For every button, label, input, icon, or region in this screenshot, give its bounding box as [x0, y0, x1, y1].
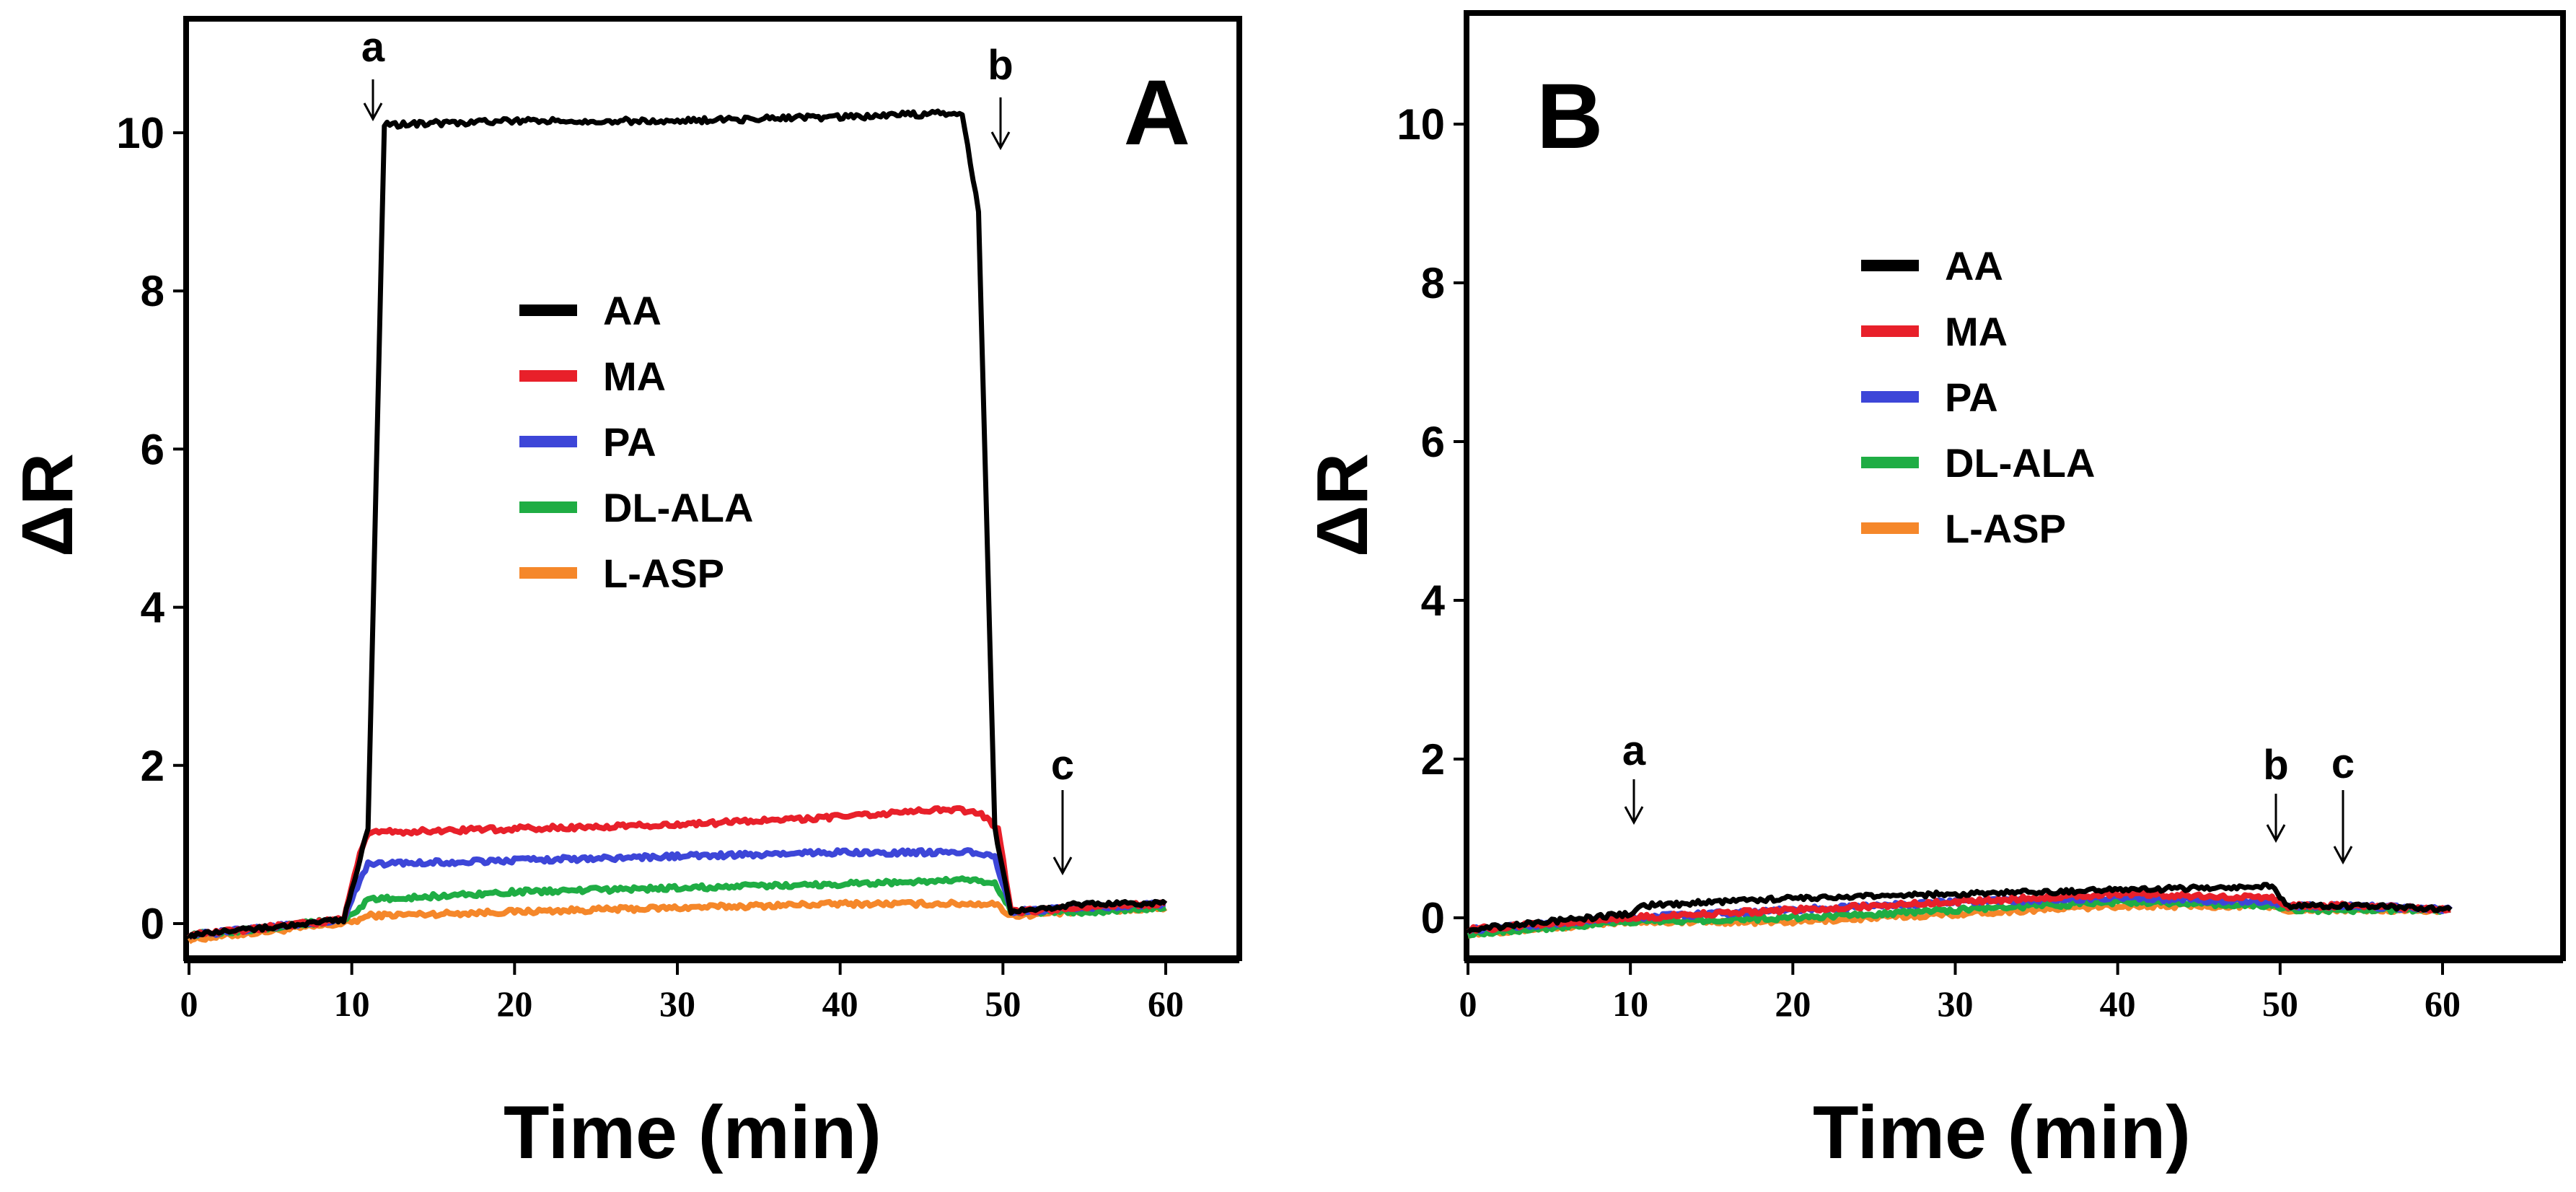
- x-tick-label: 60: [2425, 983, 2461, 1024]
- legend-label-aa: AA: [1945, 243, 2003, 289]
- annotation-arrowhead: [990, 131, 1011, 151]
- legend-label-l-asp: L-ASP: [1945, 506, 2066, 551]
- panel-letter: A: [1124, 61, 1190, 165]
- annotation-c: c: [1051, 742, 1074, 876]
- x-tick-label: 50: [985, 983, 1021, 1024]
- series-line-l-asp: [187, 898, 1168, 945]
- x-tick-label: 50: [2262, 983, 2298, 1024]
- y-tick-label: 0: [141, 900, 164, 948]
- y-tick-label: 10: [1397, 100, 1445, 149]
- x-axis-title: Time (min): [1813, 1091, 2191, 1175]
- y-tick-label: 6: [141, 425, 164, 473]
- annotation-arrowhead: [1052, 856, 1073, 876]
- legend-label-ma: MA: [1945, 309, 2008, 354]
- y-axis-title: ΔR: [1302, 453, 1383, 557]
- annotation-label: a: [361, 24, 385, 71]
- plot-frame: [1464, 10, 2566, 961]
- plot-frame: [183, 16, 1242, 961]
- annotation-label: b: [988, 42, 1013, 89]
- annotation-label: c: [1051, 742, 1074, 789]
- panel-letter: B: [1537, 65, 1603, 168]
- legend: AA MA PA DL-ALA L-ASP: [519, 288, 753, 596]
- y-tick-label: 4: [141, 584, 165, 632]
- annotation-label: c: [2331, 740, 2355, 787]
- legend-label-pa: PA: [1945, 374, 1998, 420]
- x-tick-label: 40: [2100, 983, 2136, 1024]
- legend-label-dl-ala: DL-ALA: [603, 485, 753, 530]
- legend-label-dl-ala: DL-ALA: [1945, 440, 2095, 486]
- annotation-arrowhead: [2333, 846, 2353, 865]
- annotation-arrowhead: [363, 102, 383, 122]
- y-axis-title: ΔR: [7, 453, 88, 557]
- annotation-c: c: [2331, 740, 2355, 865]
- annotation-a: a: [361, 24, 385, 122]
- series-line-dl-ala: [187, 875, 1167, 940]
- y-tick-label: 2: [141, 742, 164, 790]
- x-tick-label: 20: [1775, 983, 1811, 1024]
- series-line-pa: [187, 847, 1166, 940]
- legend-label-aa: AA: [603, 288, 661, 333]
- y-tick-label: 2: [1421, 735, 1445, 784]
- annotation-label: a: [1622, 727, 1646, 774]
- legend-label-l-asp: L-ASP: [603, 551, 724, 596]
- x-tick-label: 60: [1148, 983, 1184, 1024]
- legend: AA MA PA DL-ALA L-ASP: [1861, 243, 2095, 551]
- x-tick-label: 10: [334, 983, 370, 1024]
- annotation-arrowhead: [1624, 806, 1644, 825]
- x-tick-label: 10: [1612, 983, 1648, 1024]
- x-tick-label: 40: [822, 983, 858, 1024]
- x-tick-label: 0: [1459, 983, 1477, 1024]
- series-line-aa: [187, 108, 1168, 939]
- x-tick-label: 0: [180, 983, 198, 1024]
- legend-label-pa: PA: [603, 419, 656, 465]
- annotation-a: a: [1622, 727, 1646, 825]
- x-tick-label: 30: [659, 983, 695, 1024]
- annotation-label: b: [2263, 742, 2288, 789]
- legend-label-ma: MA: [603, 354, 666, 399]
- annotation-b: b: [2263, 742, 2289, 843]
- y-tick-label: 4: [1421, 577, 1446, 625]
- y-tick-label: 8: [1421, 259, 1445, 307]
- annotation-b: b: [988, 42, 1014, 151]
- annotation-arrowhead: [2266, 824, 2286, 843]
- y-tick-label: 8: [141, 267, 164, 315]
- y-tick-label: 0: [1421, 894, 1445, 942]
- x-tick-label: 20: [496, 983, 532, 1024]
- y-tick-label: 6: [1421, 418, 1445, 466]
- y-tick-label: 10: [116, 109, 164, 157]
- panel-b: 0 2 4 6 8 10 0 10 20 30 40 50 60 Time (min) ΔR B AA MA PA D…: [1302, 10, 2566, 1175]
- x-axis-title: Time (min): [504, 1091, 882, 1175]
- x-tick-label: 30: [1938, 983, 1974, 1024]
- series-line-aa: [1466, 882, 2453, 934]
